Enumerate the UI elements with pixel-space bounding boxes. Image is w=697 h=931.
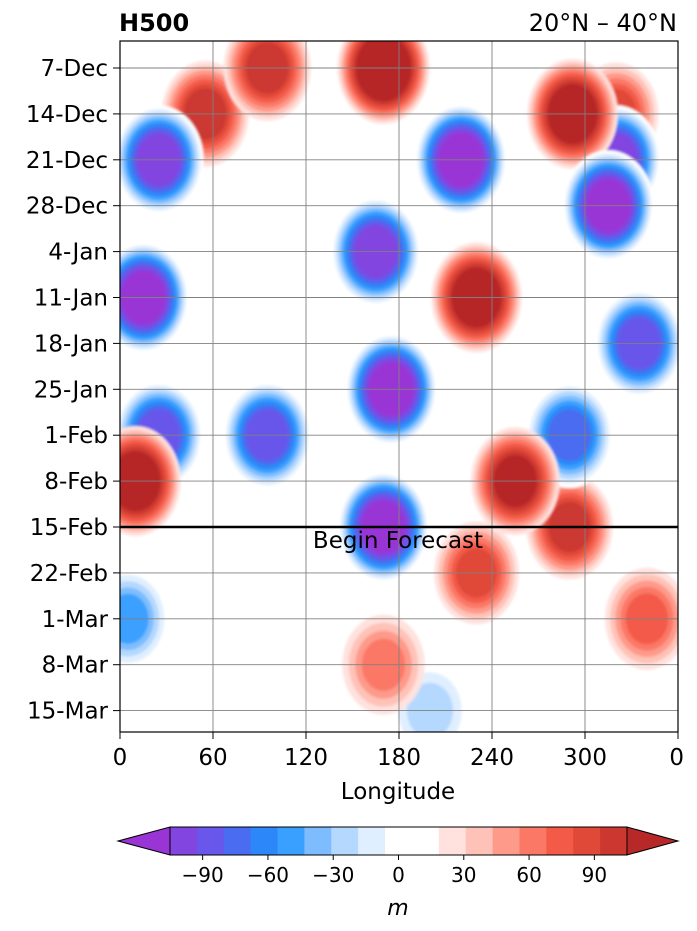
colorbar: −90 −60 −30 0 30 60 90 bbox=[116, 826, 680, 887]
x-tick-label: 0 bbox=[113, 745, 128, 771]
colorbar-bin bbox=[277, 827, 305, 855]
y-tick-label: 4-Jan bbox=[48, 240, 108, 266]
x-tick-label: 240 bbox=[470, 745, 514, 771]
chart-title: H500 bbox=[119, 9, 189, 37]
colorbar-bin bbox=[600, 827, 628, 855]
x-axis-label: Longitude bbox=[341, 779, 455, 805]
colorbar-extend-min bbox=[116, 826, 171, 856]
colorbar-bin bbox=[492, 827, 520, 855]
y-tick-label: 14-Dec bbox=[26, 102, 108, 128]
colorbar-tick-label: 0 bbox=[392, 863, 405, 887]
colorbar-bin bbox=[573, 827, 601, 855]
contour-level bbox=[406, 682, 454, 732]
colorbar-tick-label: −60 bbox=[247, 863, 289, 887]
colorbar-bin bbox=[331, 827, 359, 855]
y-tick-label: 28-Dec bbox=[26, 194, 108, 220]
colorbar-bin bbox=[385, 827, 413, 855]
grid-lines bbox=[119, 41, 679, 732]
colorbar-tick-label: −90 bbox=[182, 863, 224, 887]
colorbar-tick-label: 30 bbox=[451, 863, 476, 887]
colorbar-tick-label: 90 bbox=[582, 863, 607, 887]
colorbar-tick-label: −30 bbox=[312, 863, 354, 887]
y-tick-label: 1-Mar bbox=[42, 607, 109, 633]
anomaly-feature bbox=[223, 41, 311, 121]
y-tick-label: 1-Feb bbox=[44, 423, 108, 449]
colorbar-tick-label: 60 bbox=[516, 863, 541, 887]
anomaly-feature bbox=[345, 333, 438, 446]
latitude-band-label: 20°N – 40°N bbox=[529, 9, 677, 37]
colorbar-extend-max bbox=[626, 826, 680, 856]
y-tick-label: 8-Mar bbox=[42, 653, 109, 679]
y-tick-label: 7-Dec bbox=[41, 56, 108, 82]
colorbar-bin bbox=[465, 827, 494, 855]
y-tick-label: 21-Dec bbox=[26, 148, 108, 174]
colorbar-bin bbox=[358, 827, 386, 855]
y-tick-label: 11-Jan bbox=[34, 286, 108, 312]
colorbar-bin bbox=[170, 827, 198, 855]
x-axis: 0 60 120 180 240 300 0 bbox=[113, 732, 684, 771]
y-tick-label: 22-Feb bbox=[30, 561, 108, 587]
colorbar-bin bbox=[304, 827, 332, 855]
colorbar-bin bbox=[223, 827, 252, 855]
colorbar-bin bbox=[196, 827, 225, 855]
colorbar-bin bbox=[411, 827, 440, 855]
y-tick-label: 25-Jan bbox=[34, 377, 108, 403]
y-tick-label: 15-Mar bbox=[27, 699, 109, 725]
colorbar-bin bbox=[546, 827, 574, 855]
colorbar-bin bbox=[250, 827, 279, 855]
x-tick-label: 120 bbox=[284, 745, 328, 771]
y-tick-label: 8-Feb bbox=[44, 469, 108, 495]
colorbar-bin bbox=[438, 827, 467, 855]
colorbar-unit-label: m bbox=[387, 896, 408, 921]
x-tick-label: 300 bbox=[563, 745, 607, 771]
x-tick-label: 180 bbox=[377, 745, 421, 771]
begin-forecast-annotation: Begin Forecast bbox=[313, 528, 483, 554]
y-tick-label: 18-Jan bbox=[34, 331, 108, 357]
anomaly-feature bbox=[470, 427, 560, 536]
x-tick-label: 60 bbox=[198, 745, 227, 771]
colorbar-bin bbox=[519, 827, 547, 855]
plot-area: Begin Forecast bbox=[119, 40, 679, 733]
y-tick-label: 15-Feb bbox=[30, 515, 108, 541]
x-tick-label: 0 bbox=[669, 745, 684, 771]
anomaly-feature bbox=[337, 41, 430, 124]
y-axis: 7-Dec 14-Dec 21-Dec 28-Dec 4-Jan 11-Jan 18-Jan… bbox=[26, 56, 120, 725]
